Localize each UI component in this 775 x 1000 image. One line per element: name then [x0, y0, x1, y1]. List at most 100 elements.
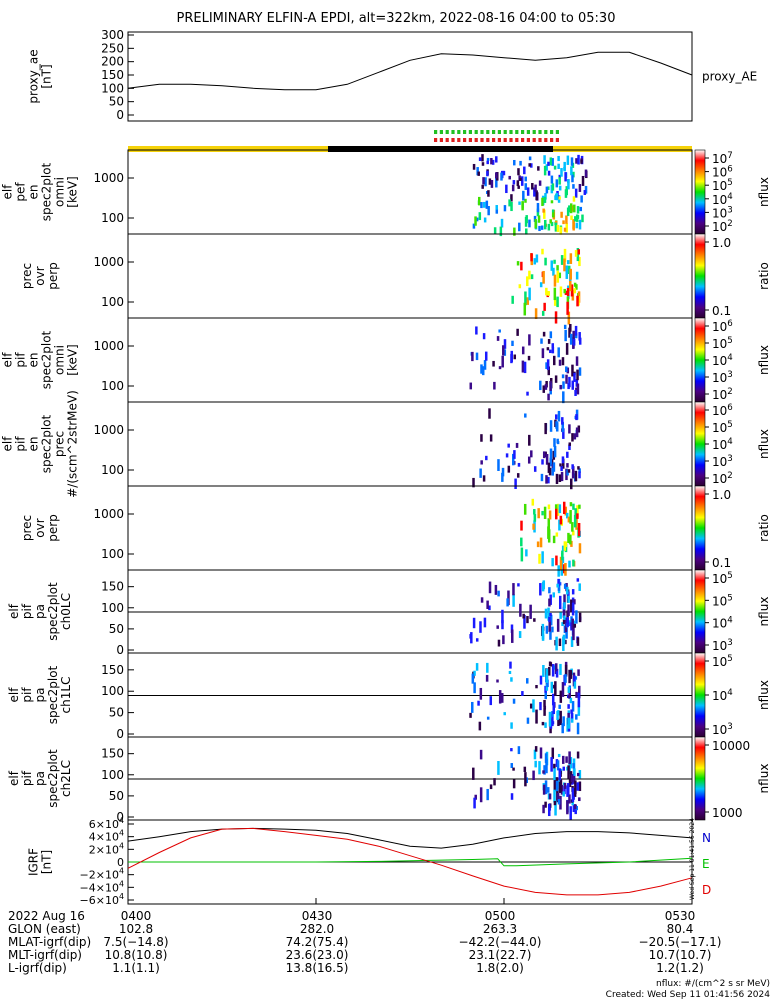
spectrogram-cell	[574, 389, 577, 396]
spectrogram-cell	[556, 618, 560, 632]
spectrogram-cell	[548, 467, 552, 476]
spectrogram-cell	[543, 506, 547, 520]
y-axis-label: elfpifpaspec2plotch2LC	[7, 749, 73, 808]
colorbar-tick-label: 102	[712, 387, 733, 402]
y-tick-label: 0	[117, 856, 124, 869]
spectrogram-cell	[482, 201, 486, 208]
spectrogram-cell	[528, 270, 531, 280]
spectrogram-cell	[521, 201, 524, 211]
spectrogram-cell	[545, 362, 548, 369]
spectrogram-cell	[570, 166, 573, 176]
spectrogram-cell	[569, 534, 572, 545]
spectrogram-cell	[543, 302, 546, 311]
spectrogram-cell	[495, 205, 498, 210]
spectrogram-cell	[549, 614, 553, 626]
colorbar-tick-label: 102	[712, 219, 733, 234]
spectrogram-cell	[565, 374, 568, 384]
colorbar-tick-label: 1.0	[712, 236, 731, 250]
spectrogram-cell	[534, 308, 538, 320]
y-tick-label: 100	[101, 295, 124, 309]
spectrogram-cell	[536, 202, 540, 213]
spectrogram-cell	[562, 391, 565, 404]
spectrogram-cell	[475, 217, 479, 222]
spectrogram-cell	[554, 375, 558, 383]
spectrogram-cell	[578, 468, 581, 473]
spectrogram-cell	[541, 459, 544, 465]
colorbar	[694, 317, 706, 403]
spectrogram-cell	[581, 175, 585, 186]
spectrogram-cell	[539, 747, 543, 759]
spectrogram-cell	[471, 351, 474, 362]
spectrogram-cell	[520, 547, 524, 562]
spectrogram-cell	[552, 267, 555, 276]
spectrogram-cell	[578, 504, 581, 509]
spectrogram-cell	[496, 679, 499, 683]
spectrogram-cell	[482, 177, 485, 185]
spectrogram-cell	[571, 174, 574, 183]
spectrogram-cell	[497, 459, 500, 471]
y-tick-label: 100	[101, 547, 124, 561]
spectrogram-cell	[549, 420, 553, 432]
spectrogram-cell	[477, 700, 480, 706]
spectrogram-cell	[472, 617, 476, 629]
spectrogram-cell	[500, 172, 503, 181]
spectrogram-cell	[508, 670, 512, 674]
spectrogram-cell	[481, 162, 485, 166]
spectrogram-cell	[558, 272, 562, 279]
spectrogram-cell	[577, 523, 581, 537]
spectrogram-cell	[548, 587, 551, 594]
spectrogram-cell	[554, 681, 557, 697]
spectrogram-cell	[496, 336, 500, 341]
spectrogram-cell	[565, 756, 568, 763]
spectrogram-cell	[546, 347, 550, 351]
spectrogram-cell	[473, 797, 476, 809]
spectrogram-cell	[489, 696, 493, 706]
spectrogram-cell	[551, 158, 554, 166]
spectrogram-cell	[476, 167, 479, 176]
spectrogram-cell	[566, 287, 570, 297]
spectrogram-cell	[562, 791, 565, 797]
spectrogram-cell	[513, 450, 516, 459]
y-tick-label: −2×104	[80, 867, 124, 882]
spectrogram-cell	[558, 595, 562, 610]
spectrogram-cell	[535, 709, 538, 724]
spectrogram-cell	[523, 166, 526, 175]
science-zone-marker	[544, 138, 548, 142]
spectrogram-cell	[526, 187, 530, 196]
spectrogram-cell	[550, 175, 554, 184]
colorbar-tick-label: 105	[712, 420, 733, 435]
spectrogram-cell	[538, 553, 541, 564]
spectrogram-cell	[571, 589, 575, 595]
spectrogram-cell	[571, 522, 574, 532]
spectrogram-cell	[575, 414, 578, 421]
spectrogram-cell	[480, 460, 483, 465]
spectrogram-cell	[549, 631, 552, 640]
spectrogram-cell	[561, 755, 565, 764]
spectrogram-cell	[471, 673, 475, 684]
spectrogram-cell	[475, 326, 478, 335]
spectrogram-cell	[471, 701, 474, 713]
spectrogram-cell	[559, 785, 562, 793]
y-tick-label: 1000	[93, 423, 124, 437]
colorbar-tick-label: 106	[712, 403, 733, 418]
spectrogram-cell	[575, 356, 579, 366]
spectrogram-cell	[544, 801, 547, 808]
spectrogram-cell	[516, 180, 520, 187]
spectrogram-cell	[547, 339, 551, 344]
spectrogram-cell	[572, 219, 575, 230]
spectrogram-cell	[575, 805, 578, 811]
spectrogram-cell	[497, 761, 500, 775]
spectrogram-cell	[521, 360, 525, 373]
spectrogram-cell	[507, 465, 511, 473]
spectrogram-cell	[568, 794, 571, 804]
science-zone-marker	[439, 138, 443, 142]
spectrogram-cell	[510, 677, 513, 682]
spectrogram-cell	[540, 338, 543, 344]
footer-value: 7.5(−14.8)	[103, 935, 168, 949]
spectrogram-cell	[480, 364, 483, 374]
spectrogram-cell	[494, 584, 498, 595]
spectrogram-cell	[573, 680, 577, 689]
spectrogram-cell	[555, 414, 558, 420]
spectrogram-cell	[574, 188, 578, 198]
